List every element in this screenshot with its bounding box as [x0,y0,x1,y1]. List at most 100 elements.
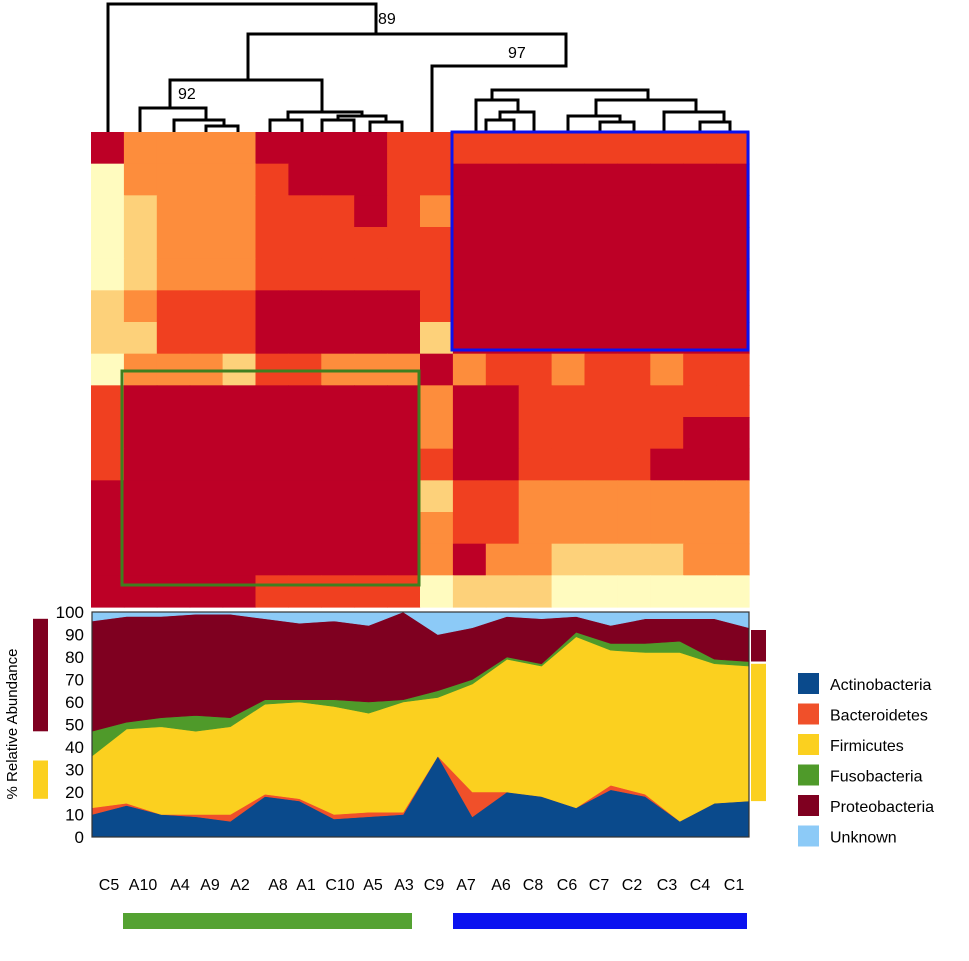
heatmap-cell [420,480,454,513]
heatmap-cell [716,543,750,576]
heatmap-cell [420,385,454,418]
heatmap-cell [91,132,125,165]
heatmap-cell [452,353,487,386]
heatmap-cell [485,575,520,608]
heatmap-cell [584,132,618,165]
heatmap-cell [420,163,454,196]
heatmap-cell [683,290,717,323]
heatmap-cell [387,227,421,260]
legend-label-proteobacteria: Proteobacteria [830,799,934,816]
heatmap-cell [321,385,355,418]
heatmap-cell [452,258,487,291]
stacked-area-plot [91,611,750,838]
heatmap-cell [156,322,191,355]
heatmap-cell [420,543,454,576]
heatmap-cell [156,227,191,260]
y-tick-label: 100 [56,603,84,622]
heatmap-cell [518,575,553,608]
heatmap-cell [617,227,651,260]
heatmap-cell [518,163,553,196]
x-tick-label: A6 [491,877,511,894]
heatmap-cell [716,575,750,608]
heatmap-cell [189,290,224,323]
heatmap-cell [288,543,322,576]
heatmap-cell [485,353,520,386]
bootstrap-label-c-cluster: 97 [508,45,526,62]
legend-swatch-actinobacteria [798,673,819,694]
heatmap-cell [222,575,257,608]
heatmap-cell [584,227,618,260]
heatmap-cell [91,322,125,355]
heatmap-cell [123,258,158,291]
heatmap-cell [551,448,586,481]
heatmap-cell [518,258,553,291]
heatmap-cell [518,543,553,576]
heatmap-cell [650,227,684,260]
heatmap-cell [551,227,586,260]
heatmap-cell [485,448,520,481]
heatmap-cell [452,480,487,513]
heatmap-cell [551,195,586,228]
heatmap-cell [683,195,717,228]
heatmap-cell [288,512,322,545]
heatmap-cell [617,195,651,228]
heatmap-cell [584,258,618,291]
heatmap-cell [255,448,289,481]
heatmap-cell [288,258,322,291]
heatmap-cell [222,290,257,323]
heatmap-cell [354,543,388,576]
heatmap-cell [156,448,191,481]
heatmap-cell [452,132,487,165]
legend-swatch-firmicutes [798,734,819,755]
y-tick-label: 50 [65,716,84,735]
heatmap-cell [189,163,224,196]
heatmap-cell [189,480,224,513]
heatmap-cell [91,512,125,545]
heatmap-cell [683,448,717,481]
heatmap-cell [91,353,125,386]
legend-label-actinobacteria: Actinobacteria [830,677,931,694]
heatmap-cell [387,480,421,513]
heatmap-cell [288,575,322,608]
heatmap-cell [683,575,717,608]
heatmap-cell [321,258,355,291]
x-tick-label: A10 [129,877,158,894]
heatmap-cell [387,195,421,228]
x-tick-label: A7 [456,877,476,894]
heatmap-cell [255,512,289,545]
heatmap-cell [387,448,421,481]
heatmap-cell [518,448,553,481]
heatmap-cell [518,290,553,323]
heatmap-cell [518,132,553,165]
heatmap-cell [452,543,487,576]
heatmap-cell [617,385,651,418]
heatmap-cell [716,512,750,545]
heatmap-cell [321,227,355,260]
left-range-bar-firmicutes [33,760,48,799]
heatmap-cell [156,480,191,513]
heatmap-cell [156,543,191,576]
heatmap-cell [156,290,191,323]
heatmap-cell [452,385,487,418]
heatmap-cell [387,575,421,608]
heatmap-cell [156,512,191,545]
heatmap-cell [354,258,388,291]
y-tick-label: 70 [65,671,84,690]
heatmap-cell [617,448,651,481]
heatmap-cell [716,290,750,323]
heatmap-cell [551,543,586,576]
heatmap-cell [288,195,322,228]
heatmap-cell [551,417,586,450]
x-tick-label: C9 [424,877,445,894]
heatmap-cell [420,195,454,228]
group-bar-c [453,913,747,929]
y-tick-label: 40 [65,738,84,757]
heatmap-cell [321,417,355,450]
heatmap-cell [650,480,684,513]
heatmap-cell [189,543,224,576]
heatmap-cell [321,480,355,513]
x-tick-label: A8 [268,877,288,894]
heatmap-cell [650,290,684,323]
heatmap-cell [650,163,684,196]
heatmap-cell [650,195,684,228]
